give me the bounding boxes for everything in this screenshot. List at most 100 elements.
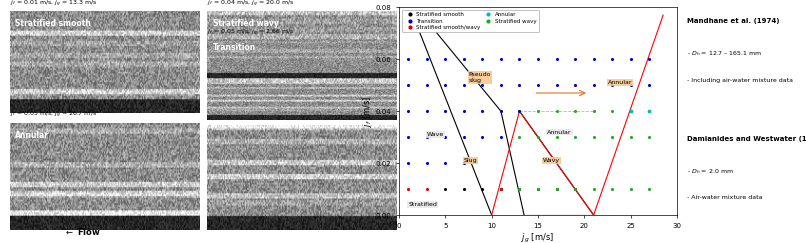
Point: [513, 187, 526, 191]
Point: [568, 187, 581, 191]
Point: [532, 187, 545, 191]
Text: Annular: Annular: [15, 131, 49, 140]
Point: [476, 135, 488, 139]
Point: [421, 109, 434, 113]
Point: [642, 187, 655, 191]
Point: [568, 187, 581, 191]
Point: [568, 109, 581, 113]
Point: [624, 57, 637, 61]
Point: [438, 57, 451, 61]
Point: [642, 135, 655, 139]
Point: [587, 57, 600, 61]
Point: [513, 109, 526, 113]
Point: [438, 187, 451, 191]
Point: [606, 83, 619, 87]
Text: Slug: Slug: [463, 158, 477, 163]
Point: [550, 83, 563, 87]
Point: [587, 135, 600, 139]
Point: [457, 135, 470, 139]
Point: [532, 187, 545, 191]
Text: - $D_h$ = 12.7 – 165.1 mm: - $D_h$ = 12.7 – 165.1 mm: [688, 49, 762, 58]
Point: [494, 135, 508, 139]
Point: [568, 83, 581, 87]
Point: [624, 135, 637, 139]
Point: [550, 187, 563, 191]
Point: [550, 187, 563, 191]
Text: Stratified: Stratified: [408, 202, 437, 207]
Point: [438, 109, 451, 113]
Point: [587, 187, 600, 191]
Point: [438, 135, 451, 139]
Text: - $D_h$ = 2.0 mm: - $D_h$ = 2.0 mm: [688, 167, 734, 176]
Point: [532, 109, 545, 113]
Text: Stratified wavy: Stratified wavy: [213, 19, 279, 28]
Text: $\leftarrow$ Flow: $\leftarrow$ Flow: [64, 226, 102, 237]
Point: [401, 161, 414, 165]
Point: [642, 109, 655, 113]
Point: [642, 57, 655, 61]
Point: [401, 135, 414, 139]
Text: Transition: Transition: [213, 43, 256, 52]
Point: [624, 83, 637, 87]
Point: [476, 187, 488, 191]
Text: $j_f$ = 0.01 m/s, $j_g$ = 13.3 m/s: $j_f$ = 0.01 m/s, $j_g$ = 13.3 m/s: [10, 0, 98, 9]
Point: [587, 83, 600, 87]
Point: [568, 135, 581, 139]
Point: [568, 57, 581, 61]
Text: Mandhane et al. (1974): Mandhane et al. (1974): [688, 18, 779, 24]
Text: Wavy: Wavy: [542, 158, 559, 163]
Point: [568, 187, 581, 191]
Point: [513, 187, 526, 191]
Legend: Stratified smooth, Transition, Stratified smooth/wavy, Annular, Stratified wavy: Stratified smooth, Transition, Stratifie…: [401, 10, 538, 32]
Point: [476, 57, 488, 61]
Point: [532, 135, 545, 139]
Point: [550, 57, 563, 61]
Point: [457, 83, 470, 87]
Y-axis label: $j_f$ [m/s]: $j_f$ [m/s]: [361, 95, 374, 127]
Point: [421, 57, 434, 61]
Text: Wave: Wave: [427, 132, 444, 137]
Text: - Air-water mixture data: - Air-water mixture data: [688, 195, 762, 200]
Point: [421, 83, 434, 87]
Point: [624, 187, 637, 191]
X-axis label: $j_g$ [m/s]: $j_g$ [m/s]: [521, 232, 555, 243]
Point: [494, 57, 508, 61]
Point: [606, 57, 619, 61]
Point: [513, 109, 526, 113]
Text: Pseudo
slug: Pseudo slug: [468, 72, 491, 83]
Point: [457, 187, 470, 191]
Point: [494, 187, 508, 191]
Point: [401, 109, 414, 113]
Point: [550, 135, 563, 139]
Text: $j_f$ = 0.05 m/s, $j_g$ = 26.7 m/s: $j_f$ = 0.05 m/s, $j_g$ = 26.7 m/s: [10, 110, 97, 120]
Text: Stratified smooth: Stratified smooth: [15, 19, 91, 28]
Point: [476, 83, 488, 87]
Point: [532, 57, 545, 61]
Point: [457, 161, 470, 165]
Point: [421, 161, 434, 165]
Point: [457, 57, 470, 61]
Point: [606, 187, 619, 191]
Point: [401, 187, 414, 191]
Point: [401, 83, 414, 87]
Point: [606, 109, 619, 113]
Point: [438, 161, 451, 165]
Point: [421, 187, 434, 191]
Point: [513, 135, 526, 139]
Point: [642, 109, 655, 113]
Text: $j_f$ = 0.04 m/s, $j_g$ = 20.0 m/s: $j_f$ = 0.04 m/s, $j_g$ = 20.0 m/s: [207, 0, 295, 9]
Point: [624, 109, 637, 113]
Point: [494, 83, 508, 87]
Text: Annular: Annular: [608, 80, 632, 85]
Point: [438, 83, 451, 87]
Point: [587, 109, 600, 113]
Point: [421, 135, 434, 139]
Point: [457, 109, 470, 113]
Point: [476, 109, 488, 113]
Text: Damianides and Westwater (1988): Damianides and Westwater (1988): [688, 136, 806, 142]
Point: [532, 83, 545, 87]
Text: - Including air-water mixture data: - Including air-water mixture data: [688, 78, 793, 83]
Point: [513, 83, 526, 87]
Text: $j_f$ = 0.05 m/s, $j_g$ = 2.66 m/s: $j_f$ = 0.05 m/s, $j_g$ = 2.66 m/s: [207, 27, 295, 38]
Point: [401, 57, 414, 61]
